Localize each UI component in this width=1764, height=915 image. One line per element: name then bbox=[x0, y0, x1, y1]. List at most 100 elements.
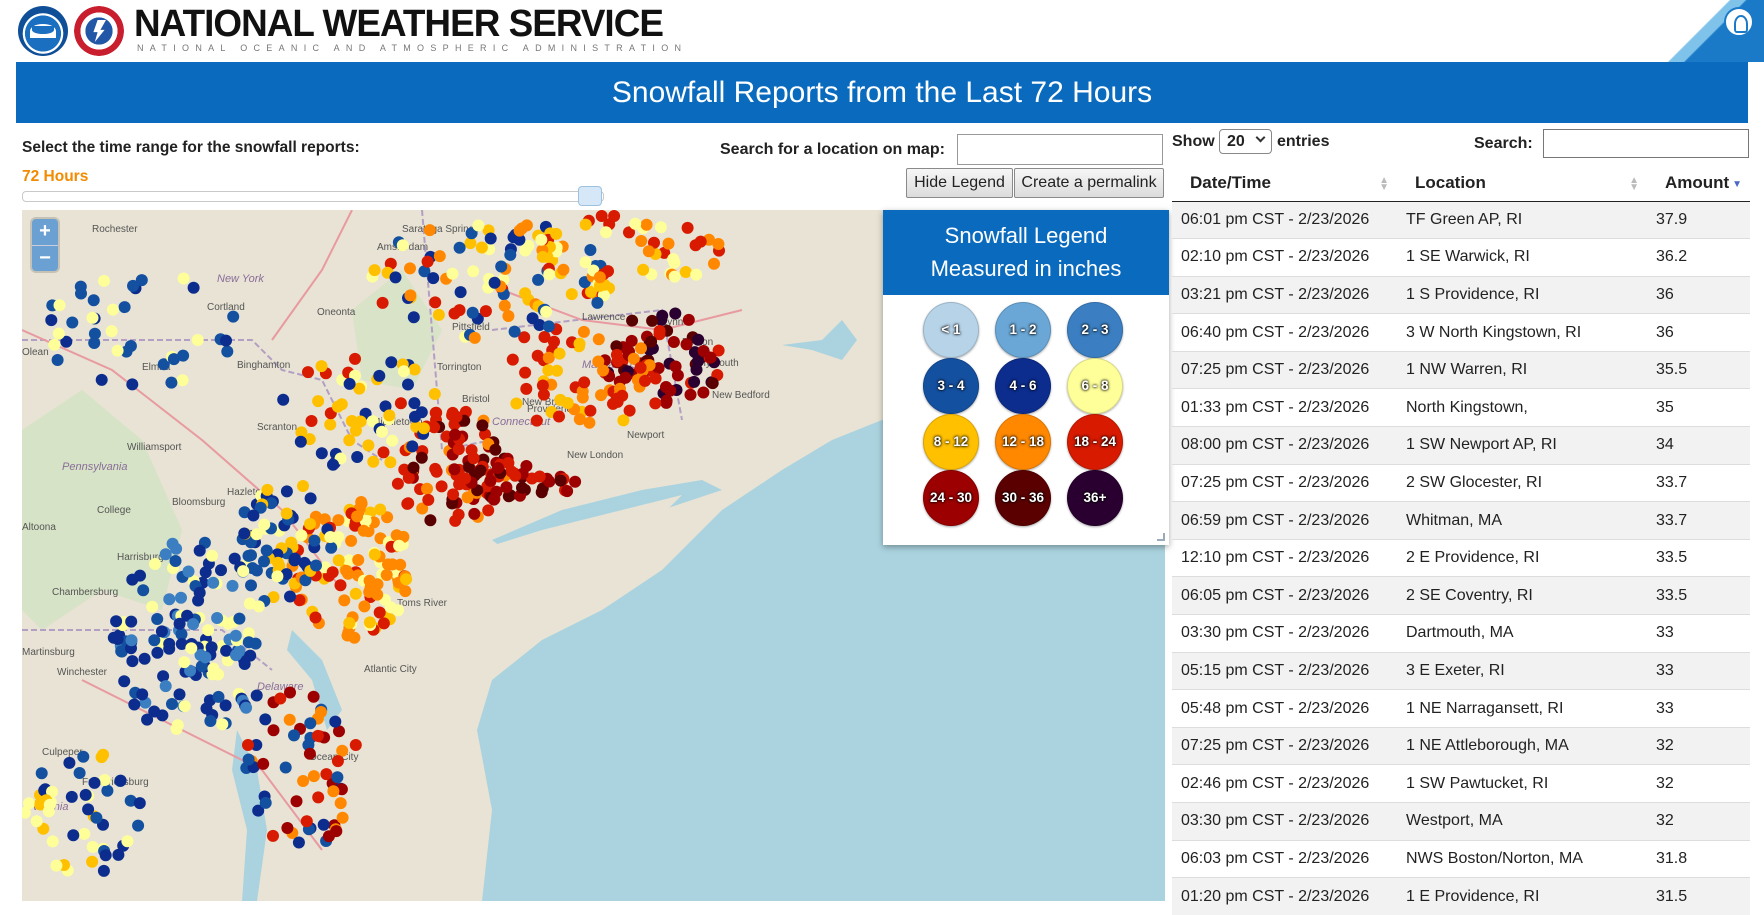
report-marker[interactable] bbox=[332, 554, 345, 567]
report-marker[interactable] bbox=[366, 415, 379, 428]
report-marker[interactable] bbox=[258, 555, 270, 568]
report-marker[interactable] bbox=[363, 616, 376, 629]
report-marker[interactable] bbox=[35, 767, 48, 780]
report-marker[interactable] bbox=[543, 475, 556, 488]
report-marker[interactable] bbox=[623, 226, 635, 239]
zoom-in-button[interactable]: + bbox=[39, 220, 51, 242]
report-marker[interactable] bbox=[554, 474, 567, 487]
report-marker[interactable] bbox=[577, 325, 590, 338]
report-marker[interactable] bbox=[326, 566, 339, 579]
report-marker[interactable] bbox=[78, 827, 91, 840]
report-marker[interactable] bbox=[692, 333, 705, 346]
report-marker[interactable] bbox=[573, 413, 586, 426]
report-marker[interactable] bbox=[660, 381, 672, 393]
report-marker[interactable] bbox=[421, 255, 434, 268]
report-marker[interactable] bbox=[390, 529, 403, 542]
table-row[interactable]: 05:15 pm CST - 2/23/2026 3 E Exeter, RI 33 bbox=[1172, 651, 1750, 690]
report-marker[interactable] bbox=[297, 480, 309, 492]
report-marker[interactable] bbox=[166, 698, 178, 710]
report-marker[interactable] bbox=[327, 458, 339, 471]
report-marker[interactable] bbox=[204, 715, 217, 727]
report-marker[interactable] bbox=[368, 548, 381, 561]
report-marker[interactable] bbox=[637, 263, 650, 276]
report-marker[interactable] bbox=[428, 388, 441, 400]
report-marker[interactable] bbox=[302, 366, 314, 379]
report-marker[interactable] bbox=[125, 615, 138, 628]
report-marker[interactable] bbox=[46, 785, 58, 798]
report-marker[interactable] bbox=[99, 849, 112, 862]
report-marker[interactable] bbox=[472, 219, 485, 232]
report-marker[interactable] bbox=[167, 353, 180, 366]
report-marker[interactable] bbox=[206, 549, 218, 562]
report-marker[interactable] bbox=[307, 690, 320, 703]
report-marker[interactable] bbox=[668, 270, 681, 283]
report-marker[interactable] bbox=[98, 774, 111, 786]
report-marker[interactable] bbox=[307, 770, 320, 783]
report-marker[interactable] bbox=[557, 263, 570, 276]
report-marker[interactable] bbox=[526, 312, 539, 325]
report-marker[interactable] bbox=[536, 379, 549, 392]
report-marker[interactable] bbox=[87, 294, 100, 307]
report-marker[interactable] bbox=[490, 485, 503, 498]
report-marker[interactable] bbox=[53, 299, 66, 312]
report-marker[interactable] bbox=[520, 460, 533, 472]
report-marker[interactable] bbox=[645, 335, 658, 348]
report-marker[interactable] bbox=[354, 415, 367, 428]
report-marker[interactable] bbox=[595, 389, 607, 402]
report-marker[interactable] bbox=[533, 470, 546, 483]
report-marker[interactable] bbox=[569, 475, 582, 488]
report-marker[interactable] bbox=[381, 511, 394, 524]
report-marker[interactable] bbox=[576, 391, 589, 404]
report-marker[interactable] bbox=[542, 320, 555, 333]
report-marker[interactable] bbox=[237, 565, 250, 578]
report-marker[interactable] bbox=[229, 629, 242, 642]
report-marker[interactable] bbox=[111, 344, 124, 357]
report-marker[interactable] bbox=[185, 642, 198, 655]
report-marker[interactable] bbox=[353, 382, 366, 395]
report-marker[interactable] bbox=[397, 365, 410, 378]
report-marker[interactable] bbox=[320, 768, 333, 781]
report-marker[interactable] bbox=[610, 340, 623, 353]
report-marker[interactable] bbox=[309, 611, 322, 624]
report-marker[interactable] bbox=[488, 276, 501, 289]
report-marker[interactable] bbox=[126, 573, 139, 586]
report-marker[interactable] bbox=[230, 649, 242, 662]
report-marker[interactable] bbox=[407, 461, 420, 474]
report-marker[interactable] bbox=[135, 274, 148, 287]
report-marker[interactable] bbox=[379, 400, 392, 413]
report-marker[interactable] bbox=[658, 246, 671, 259]
report-marker[interactable] bbox=[30, 815, 43, 828]
time-range-slider[interactable] bbox=[22, 191, 604, 202]
report-marker[interactable] bbox=[238, 658, 251, 670]
report-marker[interactable] bbox=[389, 271, 402, 284]
report-marker[interactable] bbox=[300, 815, 313, 828]
report-marker[interactable] bbox=[520, 382, 533, 395]
report-marker[interactable] bbox=[583, 416, 596, 429]
report-marker[interactable] bbox=[177, 349, 190, 362]
report-marker[interactable] bbox=[165, 376, 178, 389]
report-marker[interactable] bbox=[258, 518, 271, 531]
report-marker[interactable] bbox=[46, 835, 59, 848]
report-marker[interactable] bbox=[274, 692, 287, 705]
report-marker[interactable] bbox=[304, 492, 317, 505]
report-marker[interactable] bbox=[327, 785, 340, 798]
report-marker[interactable] bbox=[646, 314, 659, 327]
report-marker[interactable] bbox=[402, 378, 414, 391]
report-marker[interactable] bbox=[465, 227, 478, 240]
report-marker[interactable] bbox=[200, 702, 213, 715]
table-row[interactable]: 08:00 pm CST - 2/23/2026 1 SW Newport AP,… bbox=[1172, 426, 1750, 465]
report-marker[interactable] bbox=[608, 210, 621, 222]
report-marker[interactable] bbox=[351, 510, 364, 523]
report-marker[interactable] bbox=[82, 803, 95, 816]
report-marker[interactable] bbox=[184, 664, 197, 677]
report-marker[interactable] bbox=[288, 729, 300, 742]
report-marker[interactable] bbox=[396, 239, 409, 252]
report-marker[interactable] bbox=[531, 349, 544, 362]
report-marker[interactable] bbox=[404, 289, 417, 302]
report-marker[interactable] bbox=[371, 588, 384, 601]
report-marker[interactable] bbox=[175, 628, 188, 641]
report-marker[interactable] bbox=[178, 700, 191, 713]
report-marker[interactable] bbox=[459, 472, 472, 485]
report-marker[interactable] bbox=[553, 347, 566, 360]
column-header-datetime[interactable]: Date/Time ▲ ▼ bbox=[1172, 165, 1397, 202]
